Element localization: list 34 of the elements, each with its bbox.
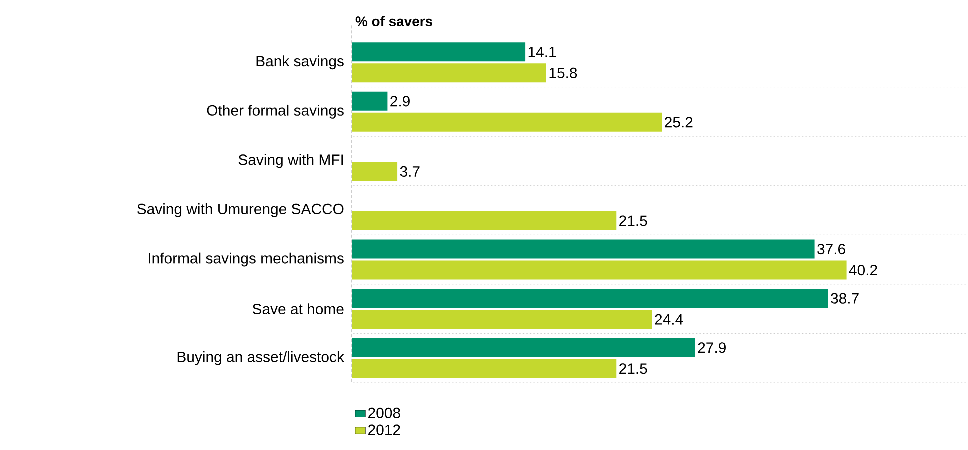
bar	[352, 162, 398, 182]
legend-label: 2012	[368, 424, 400, 436]
y-tick-label: Informal savings mechanisms	[149, 252, 344, 267]
legend-label: 2008	[368, 408, 400, 418]
bar	[352, 338, 696, 358]
data-label: 15.8	[550, 68, 578, 78]
bar	[352, 359, 617, 378]
y-tick-label: Bank savings	[256, 56, 344, 70]
y-tick-label: Save at home	[252, 304, 344, 315]
data-label: 25.2	[665, 117, 693, 128]
data-label: 14.1	[528, 47, 556, 58]
bar	[352, 260, 847, 280]
data-label: 21.5	[620, 364, 648, 374]
data-label: 24.4	[655, 314, 684, 325]
y-tick-label: Saving with Umurenge SACCO	[138, 204, 344, 218]
bar	[352, 212, 617, 231]
chart-title: % of savers	[356, 16, 432, 27]
bar	[352, 289, 828, 308]
bar	[352, 112, 662, 132]
bar	[352, 240, 815, 259]
bar	[352, 42, 526, 62]
bar	[352, 310, 652, 330]
y-tick-label: Saving with MFI	[238, 154, 344, 168]
data-label: 37.6	[818, 244, 846, 255]
data-label: 2.9	[390, 96, 410, 107]
y-tick-label: Buying an asset/livestock	[178, 351, 344, 366]
data-label: 38.7	[831, 293, 859, 304]
data-label: 21.5	[620, 216, 648, 226]
data-label: 27.9	[698, 342, 726, 354]
data-label: 40.2	[849, 264, 878, 276]
bar	[352, 64, 546, 83]
bar	[352, 92, 388, 111]
y-tick-label: Other formal savings	[207, 104, 344, 119]
data-label: 3.7	[400, 166, 420, 177]
